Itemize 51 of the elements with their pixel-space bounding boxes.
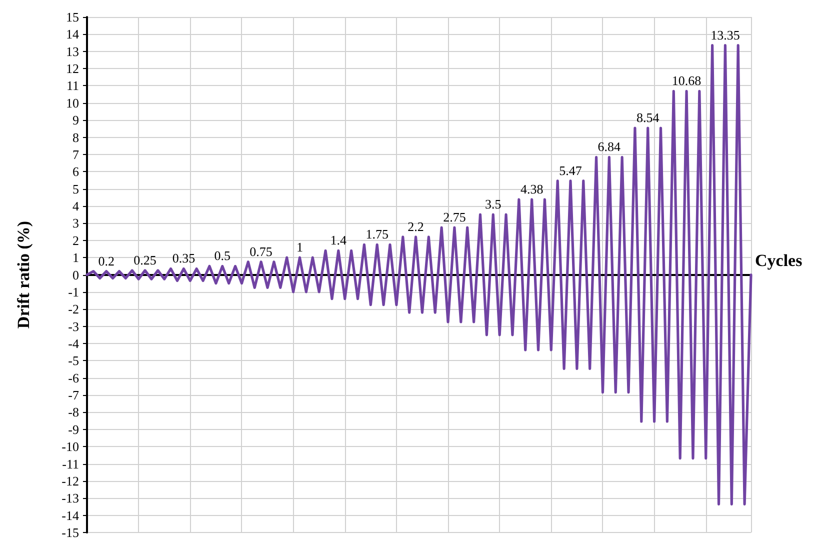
y-tick-label: 7 xyxy=(72,146,80,162)
y-tick-label: -1 xyxy=(68,284,79,300)
y-tick-label: -7 xyxy=(68,388,80,403)
data-label: 0.2 xyxy=(98,253,114,268)
y-tick-label: 4 xyxy=(72,198,80,214)
data-label: 10.68 xyxy=(672,73,702,88)
y-tick-label: -12 xyxy=(62,473,79,488)
y-tick-label: 5 xyxy=(72,181,79,196)
y-tick-label: -3 xyxy=(68,318,79,334)
data-label: 2.75 xyxy=(443,209,466,224)
y-axis-title: Drift ratio (%) xyxy=(14,220,33,329)
data-label: 0.25 xyxy=(134,252,156,268)
y-tick-label: 2 xyxy=(72,232,79,248)
y-tick-label: -14 xyxy=(62,508,80,523)
y-tick-label: 14 xyxy=(66,26,80,42)
y-tick-label: -11 xyxy=(62,456,79,472)
y-tick-label: -8 xyxy=(68,404,79,420)
data-label: 1 xyxy=(296,240,303,255)
y-tick-label: 10 xyxy=(66,95,79,110)
data-label: 1.4 xyxy=(330,232,348,248)
data-label: 3.5 xyxy=(485,196,502,212)
y-tick-label: 8 xyxy=(72,130,79,145)
line-series xyxy=(86,44,752,506)
y-tick-label: 6 xyxy=(72,164,80,180)
y-tick-label: 11 xyxy=(66,78,79,94)
y-tick-label: 3 xyxy=(72,216,79,231)
data-label: 5.47 xyxy=(559,162,582,178)
data-label: 2.2 xyxy=(408,218,424,234)
y-tick-label: -5 xyxy=(68,353,79,368)
y-tick-label: -2 xyxy=(68,302,79,317)
data-label: 1.75 xyxy=(366,226,388,242)
data-label: 8.54 xyxy=(636,110,660,126)
data-label: 0.35 xyxy=(172,250,196,266)
y-tick-label: -10 xyxy=(62,439,79,454)
y-tick-label: 1 xyxy=(72,250,79,266)
y-tick-label: 9 xyxy=(72,112,79,128)
data-label: 0.5 xyxy=(214,248,231,264)
y-tick-label: -13 xyxy=(62,490,79,506)
y-tick-label: -15 xyxy=(62,525,79,539)
y-tick-label: 0 xyxy=(72,267,79,282)
y-tick-label: 15 xyxy=(66,10,79,24)
data-label: 6.84 xyxy=(598,139,622,154)
data-label: 0.75 xyxy=(250,244,272,259)
y-tick-label: 12 xyxy=(66,61,79,76)
data-label: 13.35 xyxy=(710,27,740,42)
y-tick-label: 13 xyxy=(66,44,79,59)
y-tick-label: -4 xyxy=(68,336,80,351)
y-tick-label: -6 xyxy=(68,370,80,386)
data-label: 4.38 xyxy=(520,181,544,196)
x-axis-title: Cycles xyxy=(755,250,803,270)
y-tick-label: -9 xyxy=(68,422,79,437)
